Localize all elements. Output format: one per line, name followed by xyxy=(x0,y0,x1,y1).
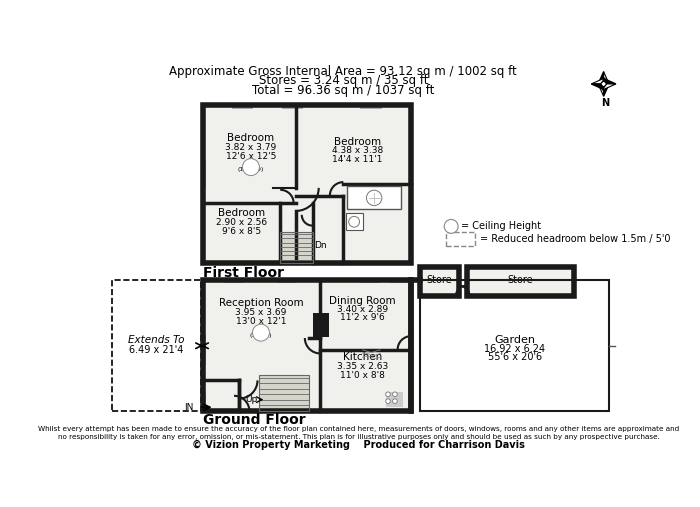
Circle shape xyxy=(386,399,391,404)
Bar xyxy=(386,392,402,407)
Text: 11'2 x 9'6: 11'2 x 9'6 xyxy=(340,313,385,322)
Circle shape xyxy=(349,216,360,227)
Polygon shape xyxy=(603,71,610,86)
Circle shape xyxy=(242,159,260,175)
Text: 2.90 x 2.56: 2.90 x 2.56 xyxy=(216,218,267,227)
Text: Extends To: Extends To xyxy=(128,335,185,345)
Text: 14'4 x 11'1: 14'4 x 11'1 xyxy=(332,155,382,164)
Text: 3.95 x 3.69: 3.95 x 3.69 xyxy=(235,308,286,317)
Text: CH: CH xyxy=(256,327,266,333)
Bar xyxy=(409,357,414,380)
Bar xyxy=(346,213,363,230)
Bar xyxy=(466,267,574,297)
Bar xyxy=(258,375,309,411)
Circle shape xyxy=(367,190,382,206)
Text: CH: CH xyxy=(246,161,256,167)
Text: Total = 96.36 sq m / 1037 sq ft: Total = 96.36 sq m / 1037 sq ft xyxy=(252,84,435,97)
Bar xyxy=(201,392,206,407)
Polygon shape xyxy=(592,78,605,84)
Bar xyxy=(360,278,379,283)
Polygon shape xyxy=(603,83,610,96)
Bar xyxy=(389,278,409,283)
Bar xyxy=(420,280,609,411)
Text: 55'6 x 20'6: 55'6 x 20'6 xyxy=(488,352,542,363)
Text: (10.44): (10.44) xyxy=(250,333,272,338)
Text: Store: Store xyxy=(508,274,533,284)
Text: Dining Room: Dining Room xyxy=(329,296,396,306)
Polygon shape xyxy=(597,83,603,96)
Text: Dn: Dn xyxy=(314,241,327,250)
Polygon shape xyxy=(602,78,616,84)
Text: Bedroom: Bedroom xyxy=(228,133,274,143)
Bar xyxy=(360,105,382,107)
Circle shape xyxy=(393,392,397,396)
Text: © Vizion Property Marketing    Produced for Charrison Davis: © Vizion Property Marketing Produced for… xyxy=(193,440,525,450)
Bar xyxy=(201,334,206,365)
Text: (100.39): (100.39) xyxy=(238,167,264,172)
Text: 3.40 x 2.89: 3.40 x 2.89 xyxy=(337,305,389,314)
Bar xyxy=(232,105,253,107)
Text: 16.92 x 6.24: 16.92 x 6.24 xyxy=(484,344,545,354)
Text: 11'0 x 8'8: 11'0 x 8'8 xyxy=(340,371,385,380)
Bar xyxy=(446,232,475,245)
Bar xyxy=(224,278,243,283)
Bar xyxy=(203,105,411,263)
Text: CH: CH xyxy=(446,222,456,231)
Text: IN: IN xyxy=(185,403,194,412)
Circle shape xyxy=(393,399,397,404)
Text: 12'6 x 12'5: 12'6 x 12'5 xyxy=(226,152,276,161)
Bar xyxy=(347,187,401,209)
Text: Up: Up xyxy=(245,395,257,404)
Bar xyxy=(203,280,411,411)
Text: N: N xyxy=(601,98,609,108)
Text: 4.38 x 3.38: 4.38 x 3.38 xyxy=(332,147,383,156)
Text: Approximate Gross Internal Area = 93.12 sq m / 1002 sq ft: Approximate Gross Internal Area = 93.12 … xyxy=(169,65,517,78)
Circle shape xyxy=(253,324,270,341)
Text: 9'6 x 8'5: 9'6 x 8'5 xyxy=(222,227,261,236)
Bar xyxy=(232,103,253,108)
Circle shape xyxy=(444,220,458,233)
Text: Kitchen: Kitchen xyxy=(343,352,382,363)
Text: Bedroom: Bedroom xyxy=(218,208,265,219)
Text: = Reduced headroom below 1.5m / 5'0: = Reduced headroom below 1.5m / 5'0 xyxy=(480,234,670,244)
Polygon shape xyxy=(602,84,616,90)
Text: = Ceiling Height: = Ceiling Height xyxy=(461,222,541,231)
Bar xyxy=(312,313,330,337)
Bar xyxy=(203,280,411,411)
Text: Store: Store xyxy=(427,274,452,284)
Text: Garden: Garden xyxy=(494,335,536,345)
Text: First Floor: First Floor xyxy=(203,266,284,279)
Polygon shape xyxy=(597,71,603,86)
Text: 13'0 x 12'1: 13'0 x 12'1 xyxy=(236,316,286,325)
Bar xyxy=(466,267,574,297)
Text: Stores = 3.24 sq m / 35 sq ft: Stores = 3.24 sq m / 35 sq ft xyxy=(258,75,428,87)
Bar xyxy=(409,146,414,175)
Bar xyxy=(278,278,297,283)
Text: Bedroom: Bedroom xyxy=(334,137,381,147)
Bar xyxy=(203,105,411,263)
Bar xyxy=(280,232,312,263)
Text: Ground Floor: Ground Floor xyxy=(203,413,306,427)
Polygon shape xyxy=(592,84,605,90)
Text: Reception Room: Reception Room xyxy=(218,299,303,308)
Bar xyxy=(409,296,414,319)
Bar xyxy=(281,105,303,107)
Bar xyxy=(360,103,382,108)
Bar xyxy=(280,232,312,263)
Bar xyxy=(258,375,309,411)
Bar xyxy=(420,267,459,297)
Bar xyxy=(281,103,303,108)
Bar xyxy=(201,161,206,188)
Text: Whilst every attempt has been made to ensure the accuracy of the floor plan cont: Whilst every attempt has been made to en… xyxy=(38,426,680,440)
Bar xyxy=(409,196,414,217)
Text: 6.49 x 21'4: 6.49 x 21'4 xyxy=(130,345,184,354)
Text: 3.82 x 3.79: 3.82 x 3.79 xyxy=(225,143,276,152)
Bar xyxy=(420,267,459,297)
Bar xyxy=(112,280,201,411)
Circle shape xyxy=(386,392,391,396)
Text: 3.35 x 2.63: 3.35 x 2.63 xyxy=(337,362,389,371)
